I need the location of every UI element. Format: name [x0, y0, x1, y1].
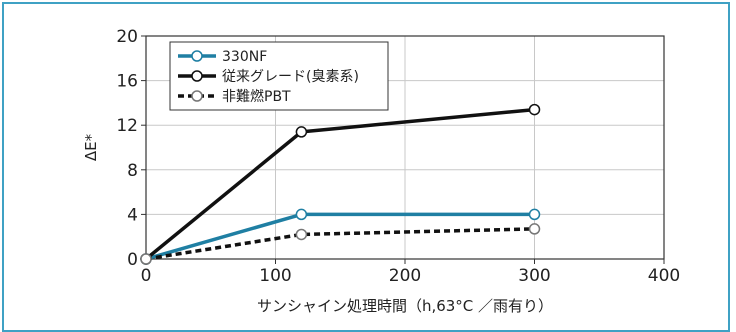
y-tick-label: 8: [127, 161, 138, 181]
legend-label: 非難燃PBT: [222, 88, 291, 105]
legend-item: 330NF: [178, 49, 267, 65]
data-point: [528, 103, 541, 116]
y-tick-label: 4: [127, 205, 138, 225]
x-tick-label: 100: [259, 266, 291, 286]
series-layer: [140, 103, 541, 265]
x-tick-label: 400: [648, 266, 680, 286]
x-tick-label: 200: [389, 266, 421, 286]
series-1: [140, 208, 541, 265]
y-axis: 0 4 8 12 16 20: [116, 27, 146, 270]
legend-label: 従来グレード(臭素系): [222, 69, 359, 85]
y-tick-label: 20: [116, 27, 138, 47]
legend: 330NF 従来グレード(臭素系) 非難燃PBT: [169, 41, 389, 111]
series-line: [145, 227, 535, 261]
series-line: [145, 212, 535, 261]
legend-item: 非難燃PBT: [178, 88, 291, 105]
x-tick-label: 300: [518, 266, 550, 286]
line-chart: 0 4 8 12 16 20 0 100 200 300 400 ΔE* サンシャイン処理時間（h…: [82, 27, 680, 315]
series-3: [140, 223, 541, 265]
x-axis: 0 100 200 300 400: [141, 259, 680, 286]
series-line: [144, 107, 535, 261]
y-tick-label: 12: [116, 116, 138, 136]
legend-marker: [191, 90, 203, 102]
data-point: [295, 126, 308, 138]
data-point: [295, 208, 308, 221]
y-axis-label: ΔE*: [82, 133, 100, 161]
legend-marker: [191, 50, 203, 62]
data-point: [528, 223, 541, 235]
x-axis-label: サンシャイン処理時間（h,63°C ／雨有り）: [257, 297, 553, 315]
y-tick-label: 16: [116, 72, 138, 92]
legend-marker: [191, 70, 203, 82]
legend-item: 従来グレード(臭素系): [178, 69, 359, 85]
y-tick-label: 0: [127, 250, 138, 270]
data-point: [295, 228, 308, 241]
data-point: [528, 208, 541, 221]
series-2: [140, 103, 541, 265]
x-tick-label: 0: [141, 266, 152, 286]
data-point: [140, 253, 152, 265]
legend-label: 330NF: [222, 49, 267, 65]
